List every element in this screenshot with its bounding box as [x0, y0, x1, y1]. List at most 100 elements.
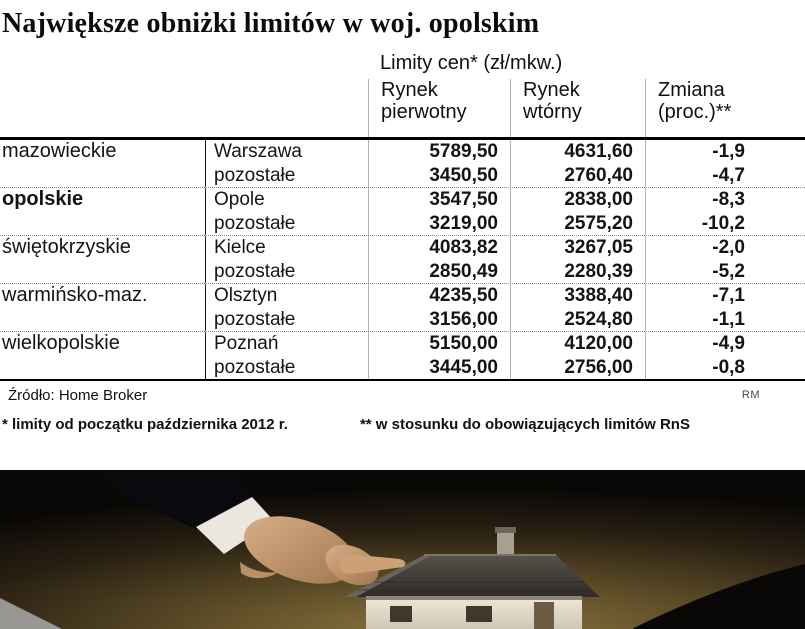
col-spacer-right: [760, 79, 805, 137]
region-label: [0, 260, 205, 284]
region-label: opolskie: [2, 188, 84, 210]
change-value: -1,1: [645, 307, 760, 331]
photo-hand-touching-model-house: [0, 470, 805, 629]
suit-sleeve: [96, 470, 256, 530]
market-label: Olsztyn: [205, 284, 368, 308]
market-label: pozostałe: [205, 163, 368, 187]
region-label: wielkopolskie: [2, 332, 120, 354]
secondary-market-value: 2756,00: [510, 355, 645, 379]
region-group: opolskie Opole 3547,50 2838,00 -8,3 pozostałe…: [0, 188, 805, 236]
shirt-cuff: [196, 497, 274, 554]
table-row: pozostałe 3219,00 2575,20 -10,2: [0, 211, 805, 236]
region-group: wielkopolskie Poznań 5150,00 4120,00 -4,9 poz…: [0, 332, 805, 379]
region-label: [0, 308, 205, 332]
secondary-market-value: 4631,60: [510, 140, 645, 164]
primary-market-value: 3547,50: [368, 188, 510, 212]
change-value: -5,2: [645, 259, 760, 283]
door: [534, 602, 554, 629]
secondary-market-value: 3267,05: [510, 236, 645, 260]
change-value: -8,3: [645, 188, 760, 212]
table-row: pozostałe 3156,00 2524,80 -1,1: [0, 307, 805, 332]
row-spacer: [760, 188, 805, 212]
region-label: mazowieckie: [2, 140, 117, 162]
row-spacer: [760, 140, 805, 164]
change-value: -2,0: [645, 236, 760, 260]
change-value: -4,7: [645, 163, 760, 187]
col-header-primary-market: Rynek pierwotny: [368, 79, 510, 137]
row-spacer: [760, 164, 805, 188]
units-header: Limity cen* (zł/mkw.): [380, 52, 563, 74]
footnote-1: * limity od początku października 2012 r…: [2, 416, 288, 433]
market-label: pozostałe: [205, 211, 368, 235]
table-row: pozostałe 2850,49 2280,39 -5,2: [0, 259, 805, 284]
hand-and-sleeve: [96, 470, 406, 586]
table-row: opolskie Opole 3547,50 2838,00 -8,3: [0, 188, 805, 212]
secondary-market-value: 2575,20: [510, 211, 645, 235]
market-label: Warszawa: [205, 140, 368, 164]
region-label: [0, 356, 205, 380]
table-row: wielkopolskie Poznań 5150,00 4120,00 -4,9: [0, 332, 805, 356]
row-spacer: [760, 356, 805, 380]
corner-highlight: [0, 598, 62, 629]
market-label: Opole: [205, 188, 368, 212]
source-row: Źródło: Home Broker RM: [0, 381, 805, 404]
credit-label: RM: [741, 389, 760, 401]
primary-market-value: 3445,00: [368, 355, 510, 379]
table-row: mazowieckie Warszawa 5789,50 4631,60 -1,9: [0, 140, 805, 164]
secondary-market-value: 3388,40: [510, 284, 645, 308]
secondary-market-value: 4120,00: [510, 332, 645, 356]
market-label: pozostałe: [205, 355, 368, 379]
change-value: -0,8: [645, 355, 760, 379]
market-label: pozostałe: [205, 307, 368, 331]
market-label: Poznań: [205, 332, 368, 356]
page-title: Największe obniżki limitów w woj. opolsk…: [2, 8, 540, 39]
region-label: świętokrzyskie: [2, 236, 131, 258]
row-spacer: [760, 260, 805, 284]
table-row: pozostałe 3450,50 2760,40 -4,7: [0, 163, 805, 188]
primary-market-value: 5789,50: [368, 140, 510, 164]
region-label: [0, 164, 205, 188]
region-group: warmińsko-maz. Olsztyn 4235,50 3388,40 -7,1 p…: [0, 284, 805, 332]
thumb: [240, 562, 278, 579]
table-row: warmińsko-maz. Olsztyn 4235,50 3388,40 -7,1: [0, 284, 805, 308]
source-label: Źródło: Home Broker: [8, 387, 148, 404]
column-headers: Rynek pierwotny Rynek wtórny Zmiana (pro…: [0, 79, 805, 140]
col-spacer-market: [205, 79, 368, 137]
table-row: świętokrzyskie Kielce 4083,82 3267,05 -2,0: [0, 236, 805, 260]
chimney-cap: [495, 527, 516, 533]
primary-market-value: 4083,82: [368, 236, 510, 260]
window-left: [390, 606, 412, 622]
row-spacer: [760, 332, 805, 356]
footnote-2: ** w stosunku do obowiązujących limitów …: [359, 416, 690, 433]
change-value: -7,1: [645, 284, 760, 308]
col-spacer-region: [0, 79, 205, 137]
secondary-market-value: 2280,39: [510, 259, 645, 283]
secondary-market-value: 2838,00: [510, 188, 645, 212]
foreground-arm: [632, 564, 805, 629]
index-finger: [340, 554, 406, 574]
footnotes: * limity od początku października 2012 r…: [0, 416, 805, 433]
primary-market-value: 3156,00: [368, 307, 510, 331]
market-label: pozostałe: [205, 259, 368, 283]
row-spacer: [760, 236, 805, 260]
row-spacer: [760, 284, 805, 308]
eave-shadow: [366, 596, 582, 600]
window-right: [466, 606, 492, 622]
chimney: [497, 530, 514, 557]
primary-market-value: 4235,50: [368, 284, 510, 308]
market-label: Kielce: [205, 236, 368, 260]
region-label: [0, 212, 205, 236]
roof-left-slope: [344, 555, 432, 597]
primary-market-value: 5150,00: [368, 332, 510, 356]
model-house: [344, 527, 600, 629]
primary-market-value: 3450,50: [368, 163, 510, 187]
photo-illustration: [0, 470, 805, 629]
change-value: -4,9: [645, 332, 760, 356]
row-spacer: [760, 212, 805, 236]
primary-market-value: 3219,00: [368, 211, 510, 235]
region-group: mazowieckie Warszawa 5789,50 4631,60 -1,9 poz…: [0, 140, 805, 188]
limits-table-body: mazowieckie Warszawa 5789,50 4631,60 -1,9 poz…: [0, 140, 805, 381]
change-value: -1,9: [645, 140, 760, 164]
change-value: -10,2: [645, 211, 760, 235]
